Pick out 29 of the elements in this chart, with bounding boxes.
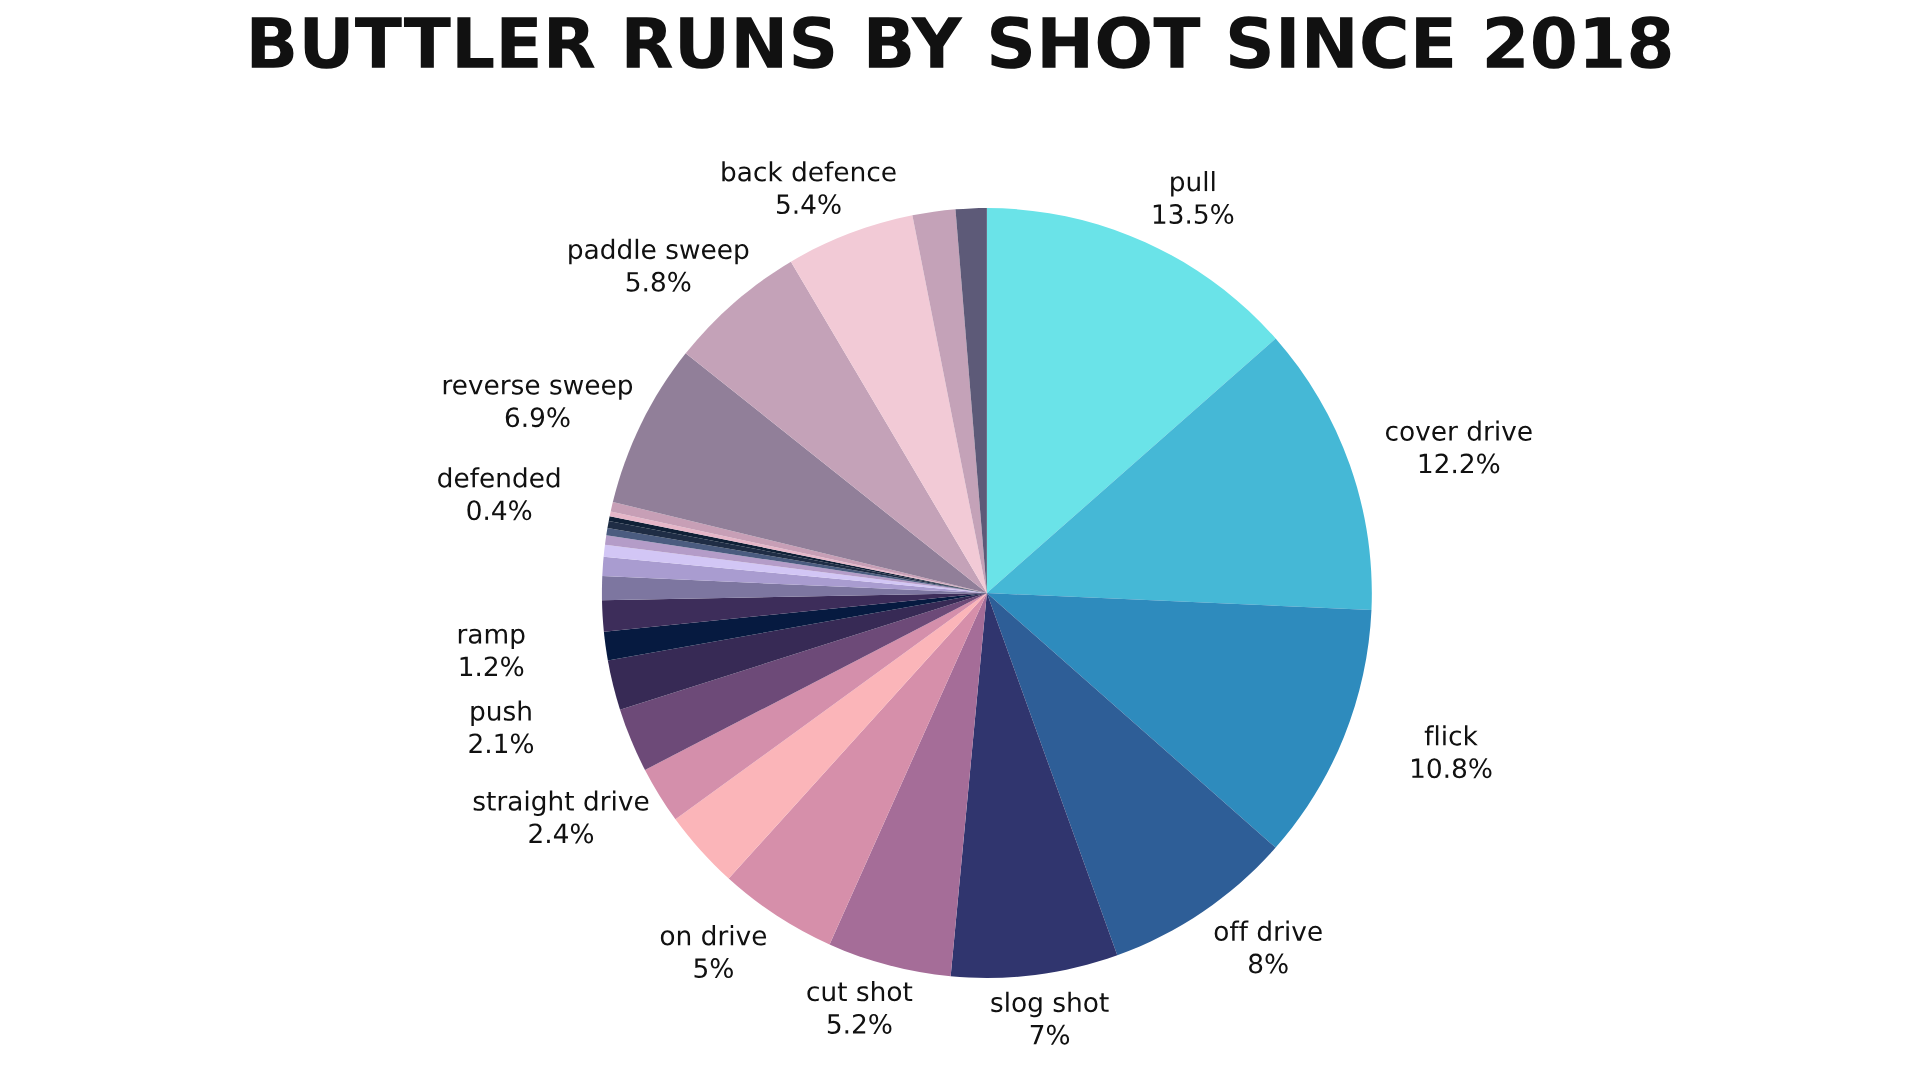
data-label: 0.4%	[467, 500, 532, 521]
data-label: 2.4%	[529, 823, 594, 844]
slice-label: reverse sweep	[443, 379, 633, 400]
slice-label: cut shot	[807, 980, 913, 1002]
data-label: 5.8%	[626, 271, 691, 292]
slice-label: straight drive	[473, 790, 649, 816]
data-label: 13.5%	[1153, 204, 1234, 225]
chart-title: BUTTLER RUNS BY SHOT SINCE 2018	[251, 16, 1671, 69]
slice-label: paddle sweep	[569, 238, 749, 265]
slice-label: cover drive	[1385, 420, 1532, 441]
slice-label: ramp	[458, 628, 525, 649]
slice-label: pull	[1171, 171, 1215, 197]
slice-label: on drive	[660, 925, 767, 946]
data-label: 7%	[1030, 1024, 1070, 1045]
data-label: 10.8%	[1412, 758, 1492, 779]
data-label: 8%	[1249, 953, 1288, 974]
data-label: 6.9%	[505, 407, 570, 428]
slice-label: off drive	[1214, 920, 1322, 942]
data-label: 12.2%	[1419, 453, 1500, 474]
data-label: 5%	[694, 958, 733, 979]
data-label: 2.1%	[469, 733, 534, 754]
data-label: 1.2%	[460, 656, 524, 677]
slice-label: slog shot	[991, 991, 1109, 1018]
slice-label: flick	[1424, 725, 1478, 746]
data-label: 5.2%	[827, 1013, 892, 1034]
slice-label: push	[471, 700, 531, 726]
slice-label: back defence	[722, 161, 896, 182]
data-label: 5.4%	[777, 194, 841, 215]
slice-label: defended	[438, 467, 560, 488]
